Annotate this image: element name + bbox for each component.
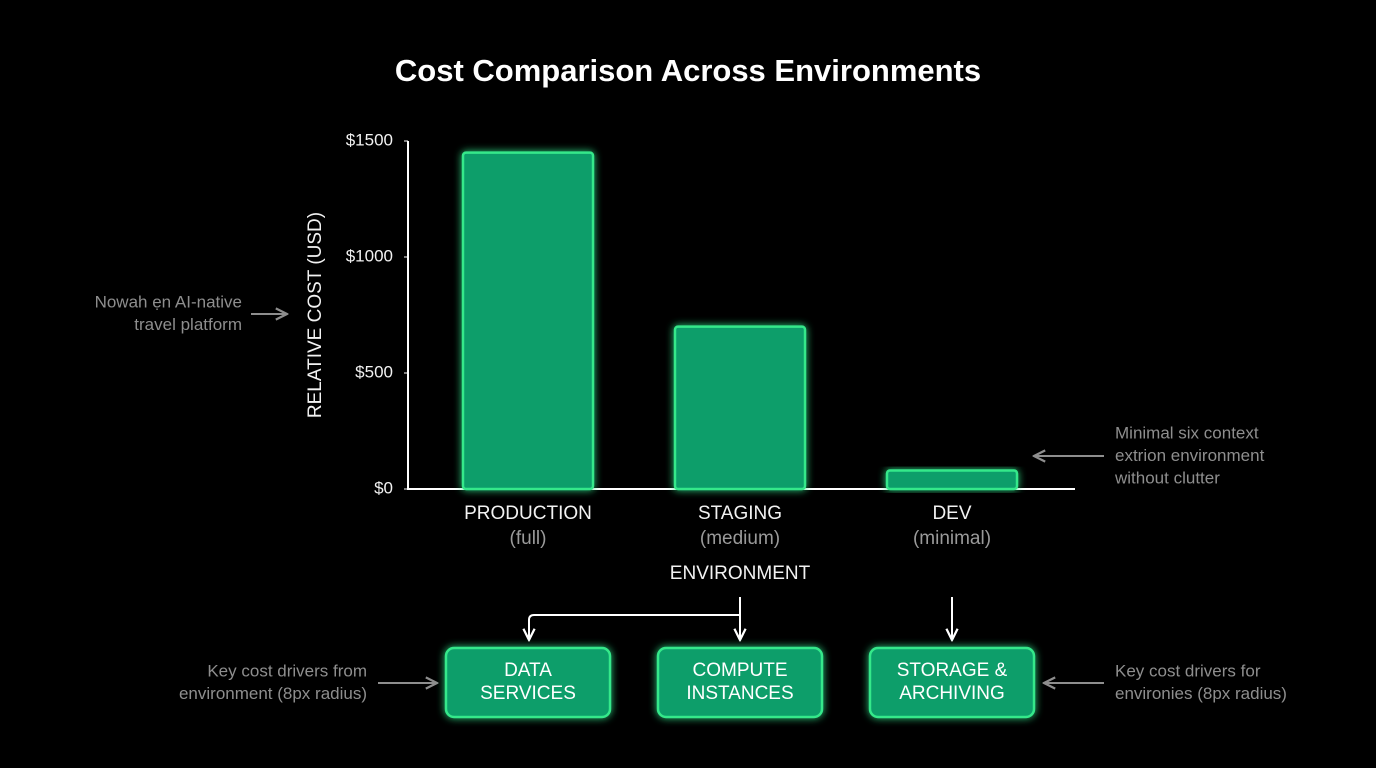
driver-label: SERVICES — [480, 683, 576, 704]
annotation: extrion environment — [1115, 446, 1265, 465]
x-tick-note: (minimal) — [913, 528, 991, 549]
x-tick-label: STAGING — [698, 503, 782, 524]
bar — [885, 469, 1019, 491]
y-tick-label: $1000 — [346, 246, 393, 265]
x-tick-label: PRODUCTION — [464, 503, 592, 524]
x-tick-label: DEV — [932, 503, 971, 524]
annotation: environment (8px radius) — [179, 684, 367, 703]
driver-label: INSTANCES — [686, 683, 793, 704]
annotation: without clutter — [1114, 468, 1220, 487]
x-axis-label: ENVIRONMENT — [670, 563, 811, 584]
y-axis-label: RELATIVE COST (USD) — [305, 212, 326, 418]
driver-label: COMPUTE — [693, 660, 788, 681]
annotation: Key cost drivers for — [1115, 661, 1261, 680]
annotation: Key cost drivers from — [207, 661, 367, 680]
annotation: Minimal six context — [1115, 423, 1259, 442]
chart-title: Cost Comparison Across Environments — [395, 53, 981, 88]
driver-box — [868, 646, 1036, 719]
driver-label: ARCHIVING — [899, 683, 1005, 704]
bar — [461, 151, 595, 491]
annotation: travel platform — [134, 315, 242, 334]
driver-label: DATA — [504, 660, 552, 681]
annotation: environies (8px radius) — [1115, 684, 1287, 703]
connectors — [529, 597, 952, 640]
connector — [529, 614, 740, 640]
y-tick-label: $500 — [355, 362, 393, 381]
bar — [673, 325, 807, 491]
x-tick-note: (full) — [510, 528, 547, 549]
y-tick-label: $0 — [374, 478, 393, 497]
annotation: Nowah ẹn AI-native — [95, 292, 242, 311]
x-tick-note: (medium) — [700, 528, 780, 549]
driver-box — [656, 646, 824, 719]
driver-box — [444, 646, 612, 719]
driver-label: STORAGE & — [897, 660, 1008, 681]
annotation-arrows — [251, 314, 1104, 683]
y-tick-label: $1500 — [346, 130, 393, 149]
